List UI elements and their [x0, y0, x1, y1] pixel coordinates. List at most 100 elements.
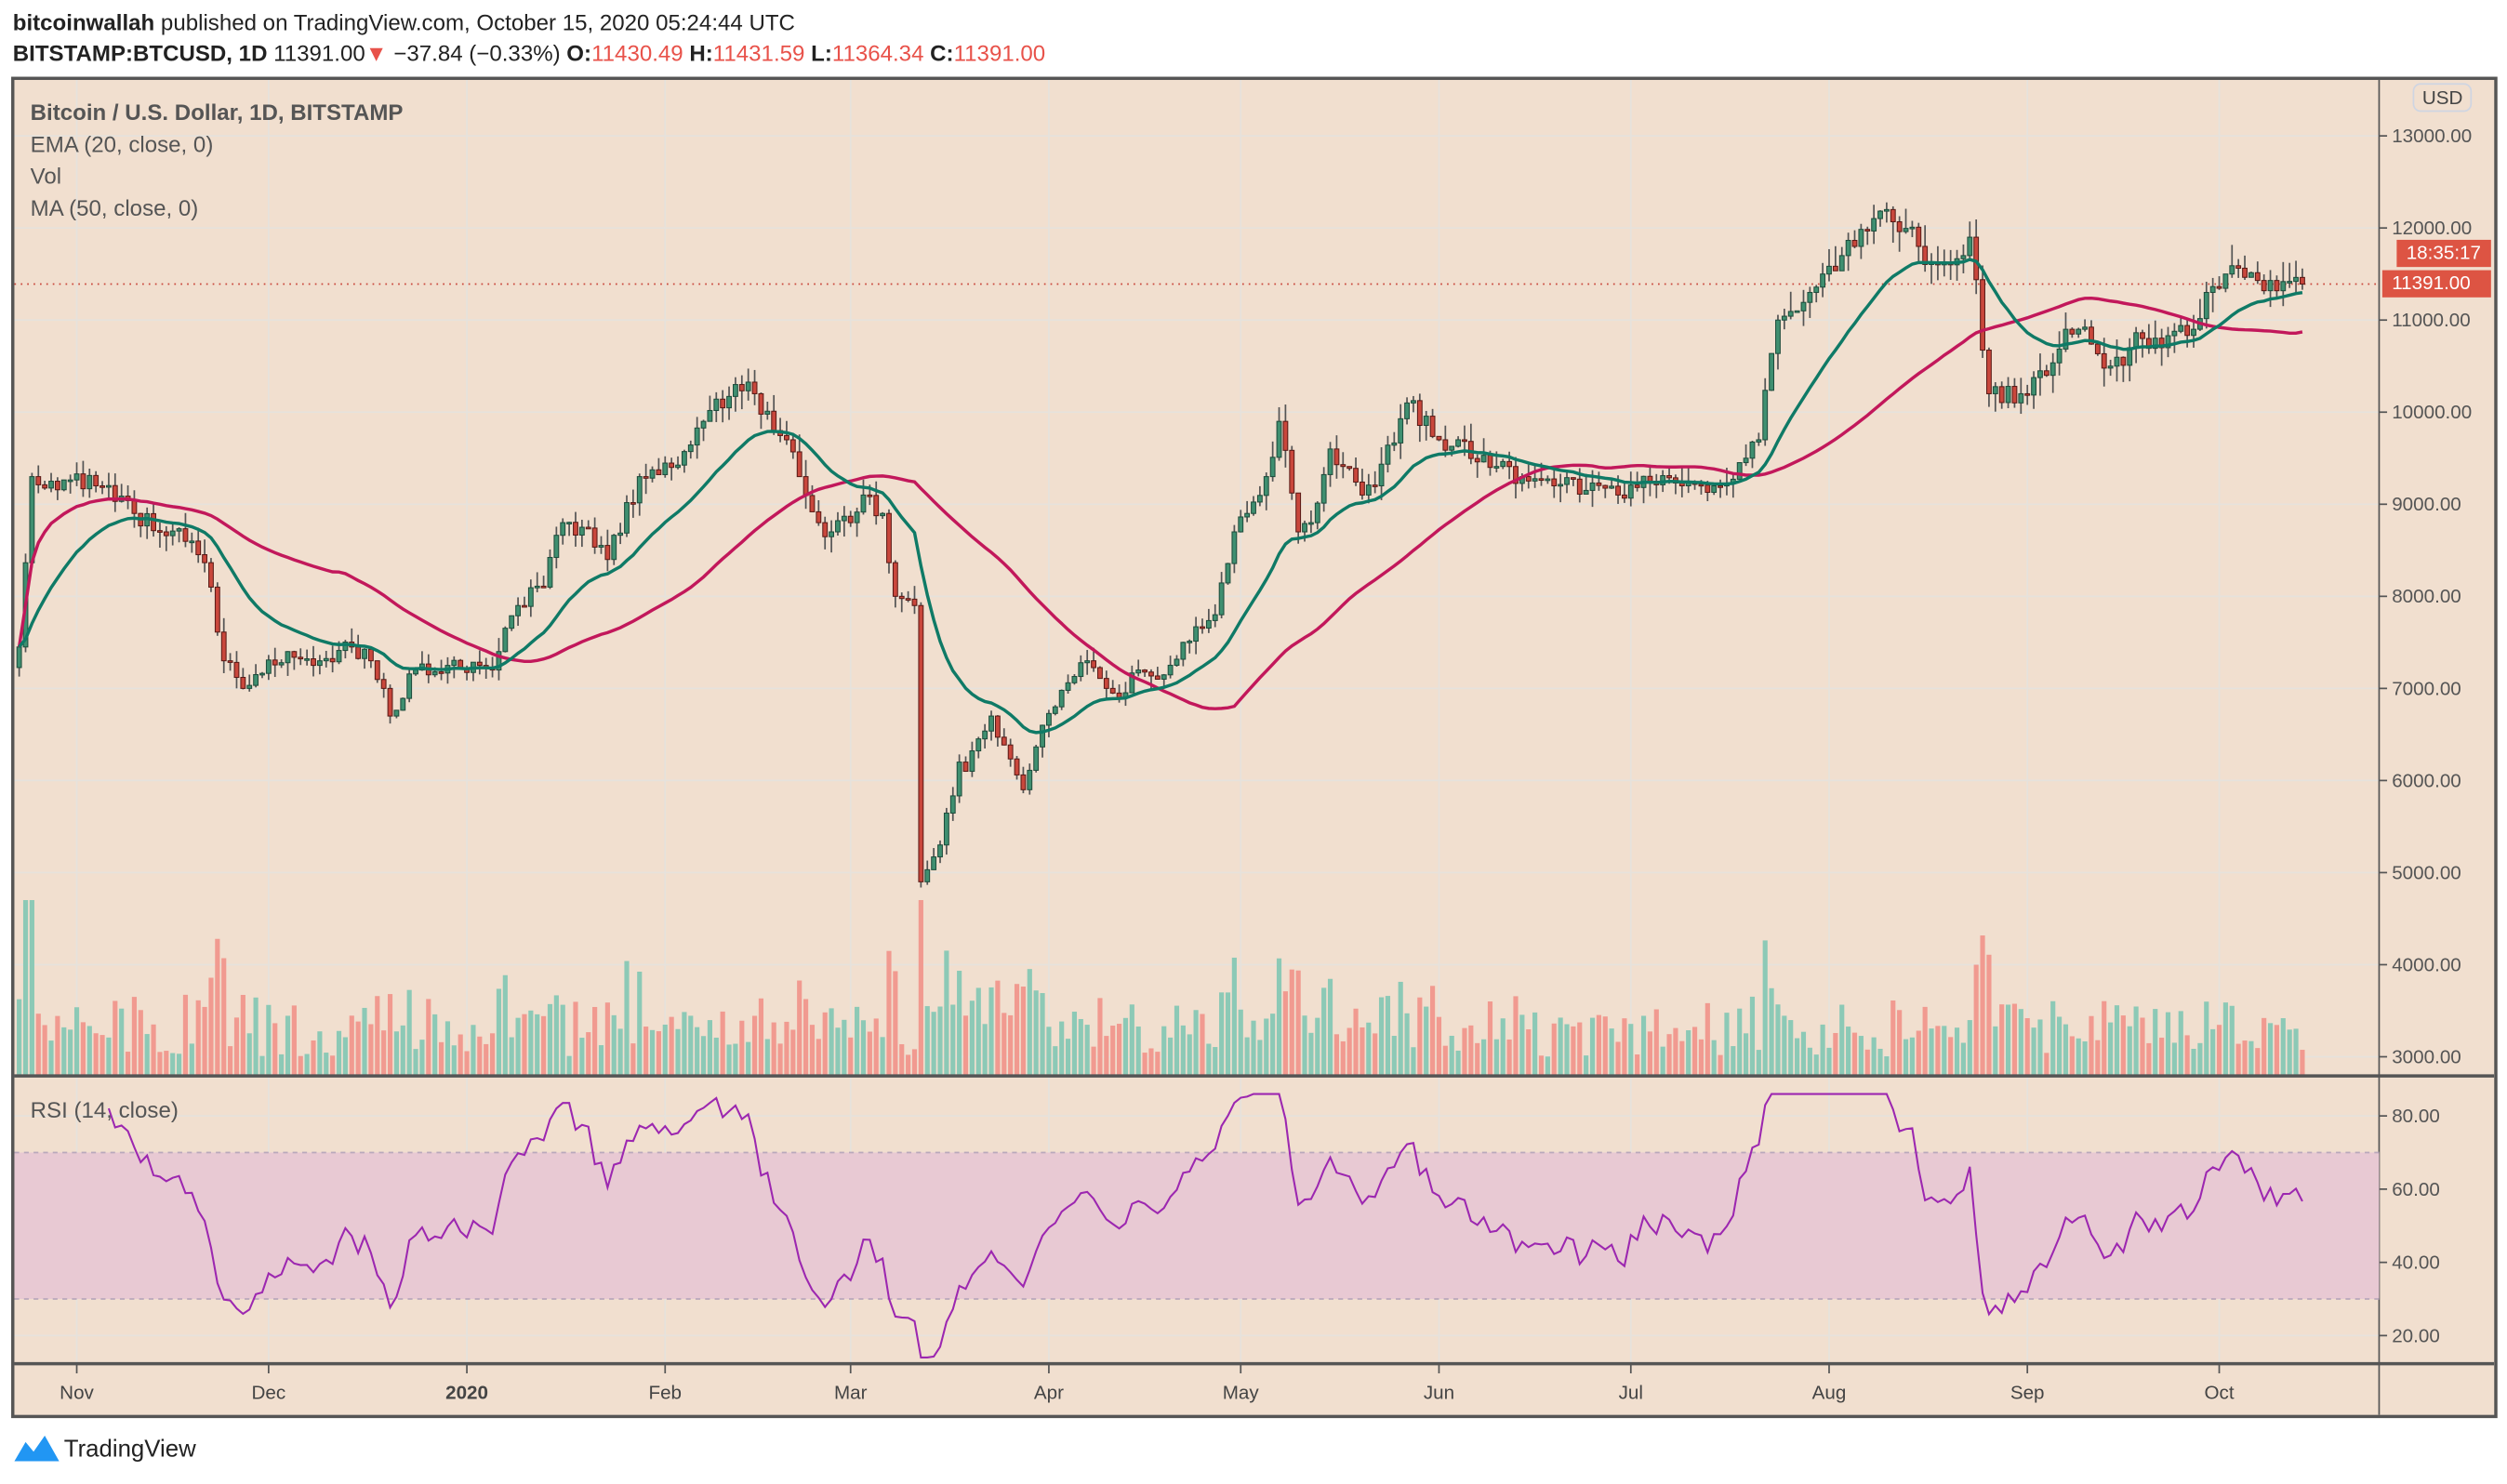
candle-up — [304, 657, 311, 661]
volume-bar — [1213, 1047, 1218, 1077]
volume-bar — [1481, 1039, 1487, 1077]
volume-bar — [1225, 992, 1231, 1077]
candle-up — [253, 674, 259, 686]
candle-down — [892, 562, 898, 597]
candle-up — [1909, 226, 1916, 230]
legend-rsi[interactable]: RSI (14, close) — [30, 1096, 179, 1123]
candle-down — [1666, 475, 1672, 479]
candle-up — [687, 444, 694, 453]
volume-bar — [2057, 1016, 2063, 1077]
candle-up — [1307, 522, 1314, 525]
volume-bar — [829, 1008, 834, 1077]
volume-bar — [157, 1052, 163, 1077]
volume-bar — [944, 950, 949, 1077]
candle-down — [1538, 478, 1545, 482]
candle-up — [2076, 328, 2082, 335]
volume-bar — [1238, 1009, 1243, 1077]
volume-bar — [1584, 1055, 1589, 1077]
legend-ema[interactable]: EMA (20, close, 0) — [30, 130, 214, 157]
volume-bar — [1628, 1024, 1634, 1077]
volume-bar — [1430, 986, 1436, 1077]
volume-bar — [1206, 1043, 1212, 1077]
chart-frame[interactable]: 3000.00 4000.00 5000.00 6000.00 7000.00 8000.… — [11, 76, 2498, 1419]
volume-bar — [2063, 1024, 2069, 1077]
candle-up — [1058, 689, 1065, 708]
volume-bar — [2267, 1023, 2274, 1077]
candle-down — [1647, 475, 1653, 483]
candle-up — [60, 479, 67, 491]
candle-up — [2037, 370, 2043, 378]
volume-bar — [643, 1027, 649, 1077]
volume-bar — [291, 1005, 297, 1077]
volume-bar — [1775, 1004, 1781, 1077]
volume-bar — [2031, 1027, 2036, 1077]
volume-bar — [432, 1014, 438, 1077]
candle-down — [847, 515, 854, 523]
legend-ma[interactable]: MA (50, close, 0) — [30, 194, 199, 221]
volume-bar — [2300, 1050, 2305, 1077]
volume-bar — [1609, 1028, 1614, 1077]
candle-down — [771, 410, 777, 431]
volume-bar — [1564, 1024, 1570, 1077]
candle-up — [1302, 523, 1307, 533]
volume-bar — [1053, 1046, 1058, 1077]
candle-up — [2293, 276, 2299, 283]
time-axis-label: 2020 — [445, 1382, 488, 1403]
volume-bar — [1596, 1014, 1601, 1077]
price-change: −37.84 (−0.33%) — [393, 39, 561, 66]
candle-up — [67, 479, 73, 483]
volume-bar — [688, 1015, 694, 1077]
volume-bar — [1001, 1013, 1007, 1077]
volume-bar — [1666, 1034, 1672, 1077]
volume-bar — [2262, 1017, 2267, 1077]
open-value: 11430.49 — [591, 39, 683, 66]
volume-bar — [1800, 1031, 1807, 1077]
candle-up — [48, 481, 54, 489]
candle-up — [611, 535, 617, 561]
volume-bar — [458, 1034, 463, 1077]
volume-bar — [2127, 1026, 2132, 1077]
volume-bar — [317, 1031, 323, 1077]
volume-bar — [1346, 1027, 1352, 1077]
volume-bar — [330, 1055, 336, 1077]
legend-vol[interactable]: Vol — [30, 163, 62, 189]
candle-up — [1493, 466, 1500, 469]
volume-bar — [1378, 997, 1385, 1077]
candle-up — [413, 669, 418, 675]
candle-down — [311, 657, 316, 667]
volume-bar — [1142, 1053, 1147, 1077]
volume-bar — [733, 1043, 738, 1077]
candle-down — [1621, 494, 1627, 499]
tradingview-logo[interactable]: TradingView — [13, 1433, 196, 1464]
candle-down — [1429, 416, 1436, 437]
volume-bar — [1749, 996, 1756, 1077]
price-axis-label: 13000.00 — [2392, 126, 2472, 147]
chart-svg[interactable]: 3000.00 4000.00 5000.00 6000.00 7000.00 8000.… — [14, 79, 2495, 1415]
volume-bar — [2204, 1001, 2209, 1077]
volume-bar — [304, 1053, 310, 1077]
candle-up — [988, 715, 994, 732]
volume-bar — [1782, 1015, 1787, 1077]
candle-up — [1877, 210, 1883, 219]
close-value-label: C: — [930, 39, 954, 66]
candle-down — [195, 540, 202, 556]
volume-bar — [1551, 1023, 1557, 1077]
volume-bar — [1264, 1018, 1269, 1077]
candle-up — [1046, 712, 1052, 726]
volume-bar — [764, 1039, 770, 1077]
candle-up — [733, 384, 738, 397]
candle-up — [1871, 218, 1877, 232]
volume-bar — [1635, 1054, 1640, 1077]
volume-bar — [2089, 1015, 2094, 1077]
price-axis-label: 9000.00 — [2392, 494, 2461, 515]
volume-bar — [68, 1029, 73, 1077]
candle-up — [1743, 457, 1749, 464]
candle-up — [1781, 315, 1787, 321]
candle-up — [707, 409, 713, 422]
author-name[interactable]: bitcoinwallah — [12, 9, 155, 35]
candle-up — [1858, 229, 1864, 247]
currency-button[interactable]: USD — [2412, 83, 2473, 113]
candle-down — [1462, 439, 1467, 443]
candle-down — [233, 661, 240, 679]
candle-up — [860, 494, 867, 513]
